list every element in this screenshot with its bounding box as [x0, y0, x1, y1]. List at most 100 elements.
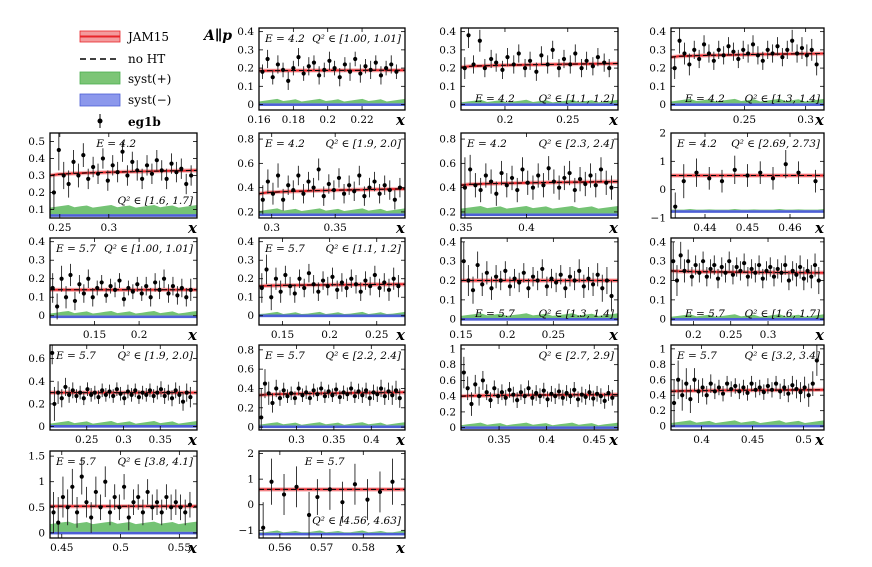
data-point [56, 520, 61, 525]
data-point [170, 284, 176, 289]
data-point [391, 276, 396, 281]
panel-frame [460, 344, 619, 431]
q2-annotation: Q² ∈ [3.8, 4.1] [117, 456, 193, 468]
data-point [373, 60, 378, 65]
y-tick-label: 0 [38, 421, 45, 433]
x-tick-label: 0.35 [487, 434, 510, 446]
data-point [682, 51, 687, 56]
y-tick-label: 0 [449, 422, 456, 434]
data-point [527, 58, 533, 63]
data-point [518, 390, 524, 395]
syst-plus-band [259, 530, 405, 533]
data-point [671, 400, 677, 406]
data-point [505, 55, 510, 60]
syst-minus-band [50, 531, 197, 535]
data-point [488, 179, 494, 184]
data-point [89, 392, 94, 397]
data-point [500, 67, 505, 73]
syst-minus-band [50, 315, 197, 319]
data-point [95, 171, 101, 176]
x-tick-label: 0.3 [263, 222, 280, 234]
data-point [336, 175, 342, 181]
y-axis-label: A∥p [202, 28, 232, 44]
data-point [794, 51, 800, 56]
data-point [63, 295, 69, 300]
data-point [382, 183, 387, 188]
data-point [149, 171, 155, 176]
data-point [158, 387, 164, 392]
data-point [796, 170, 801, 175]
data-point [344, 285, 349, 291]
data-point [600, 286, 605, 291]
q2-annotation: Q² ∈ [3.2, 3.4] [744, 350, 820, 362]
panel-plot-area [259, 458, 405, 538]
data-point [332, 65, 337, 71]
data-point [809, 47, 814, 52]
data-point [573, 51, 578, 56]
data-point [103, 392, 108, 397]
data-point [545, 397, 550, 402]
panel-plot-area [461, 154, 618, 218]
q2-annotation: Q² ∈ [1.00, 1.01] [312, 33, 402, 45]
data-point [515, 397, 520, 403]
data-point [133, 388, 138, 393]
data-point [499, 390, 505, 395]
y-tick-label: 0 [38, 310, 45, 322]
data-point [736, 56, 741, 62]
data-point [498, 278, 503, 283]
data-point [692, 47, 697, 52]
syst-minus-band [671, 317, 824, 321]
data-point [390, 393, 395, 398]
data-point [274, 386, 279, 391]
data-point [546, 166, 551, 171]
data-point [607, 65, 612, 71]
y-tick-label: 0.6 [237, 364, 254, 376]
data-point [765, 47, 770, 52]
data-point [136, 494, 141, 500]
panel-plot-area [671, 150, 824, 218]
data-point [327, 58, 332, 63]
data-point [780, 55, 785, 60]
energy-annotation: E = 5.7 [264, 350, 305, 362]
data-point [511, 392, 516, 397]
data-point [595, 55, 601, 60]
data-point [358, 71, 363, 76]
data-point [86, 276, 91, 281]
data-point [810, 381, 815, 386]
y-tick-label: 0.3 [28, 170, 45, 182]
data-point [704, 393, 709, 398]
data-point [66, 181, 71, 187]
y-tick-label: 0.1 [649, 81, 666, 93]
y-tick-label: 0 [247, 422, 254, 434]
data-point [306, 271, 312, 276]
panel-frame [670, 237, 825, 326]
data-point [372, 179, 377, 184]
data-point [745, 173, 750, 178]
data-point [593, 183, 598, 188]
data-point [270, 191, 276, 196]
x-tick-label: 0.3 [797, 114, 814, 126]
y-tick-label: 0.2 [439, 63, 456, 75]
syst-minus-band [50, 214, 197, 217]
data-point [522, 65, 528, 71]
data-point [322, 67, 327, 73]
data-point [499, 170, 504, 176]
data-point [56, 147, 61, 153]
data-point [541, 183, 546, 188]
data-point [770, 176, 776, 181]
q2-annotation: Q² ∈ [1.6, 1.7] [744, 308, 820, 320]
data-point [544, 284, 549, 289]
data-point [526, 386, 531, 391]
data-point [588, 173, 593, 178]
panel-8: 0 0.1 0.2 0.3 0.4 0.15 0.2 x E = 5.7 Q² ∈ [1.00, … [28, 236, 198, 344]
syst-plus-band [671, 98, 824, 104]
data-point [700, 259, 706, 264]
q2-annotation: Q² ∈ [1.3, 1.4] [744, 93, 820, 105]
data-point [334, 387, 339, 392]
x-tick-label: 0.2 [321, 329, 338, 341]
y-tick-label: 0.2 [439, 275, 456, 287]
data-point [89, 515, 94, 520]
data-point [737, 389, 742, 394]
data-point [311, 388, 316, 393]
x-tick-label: 0.4 [538, 434, 555, 446]
